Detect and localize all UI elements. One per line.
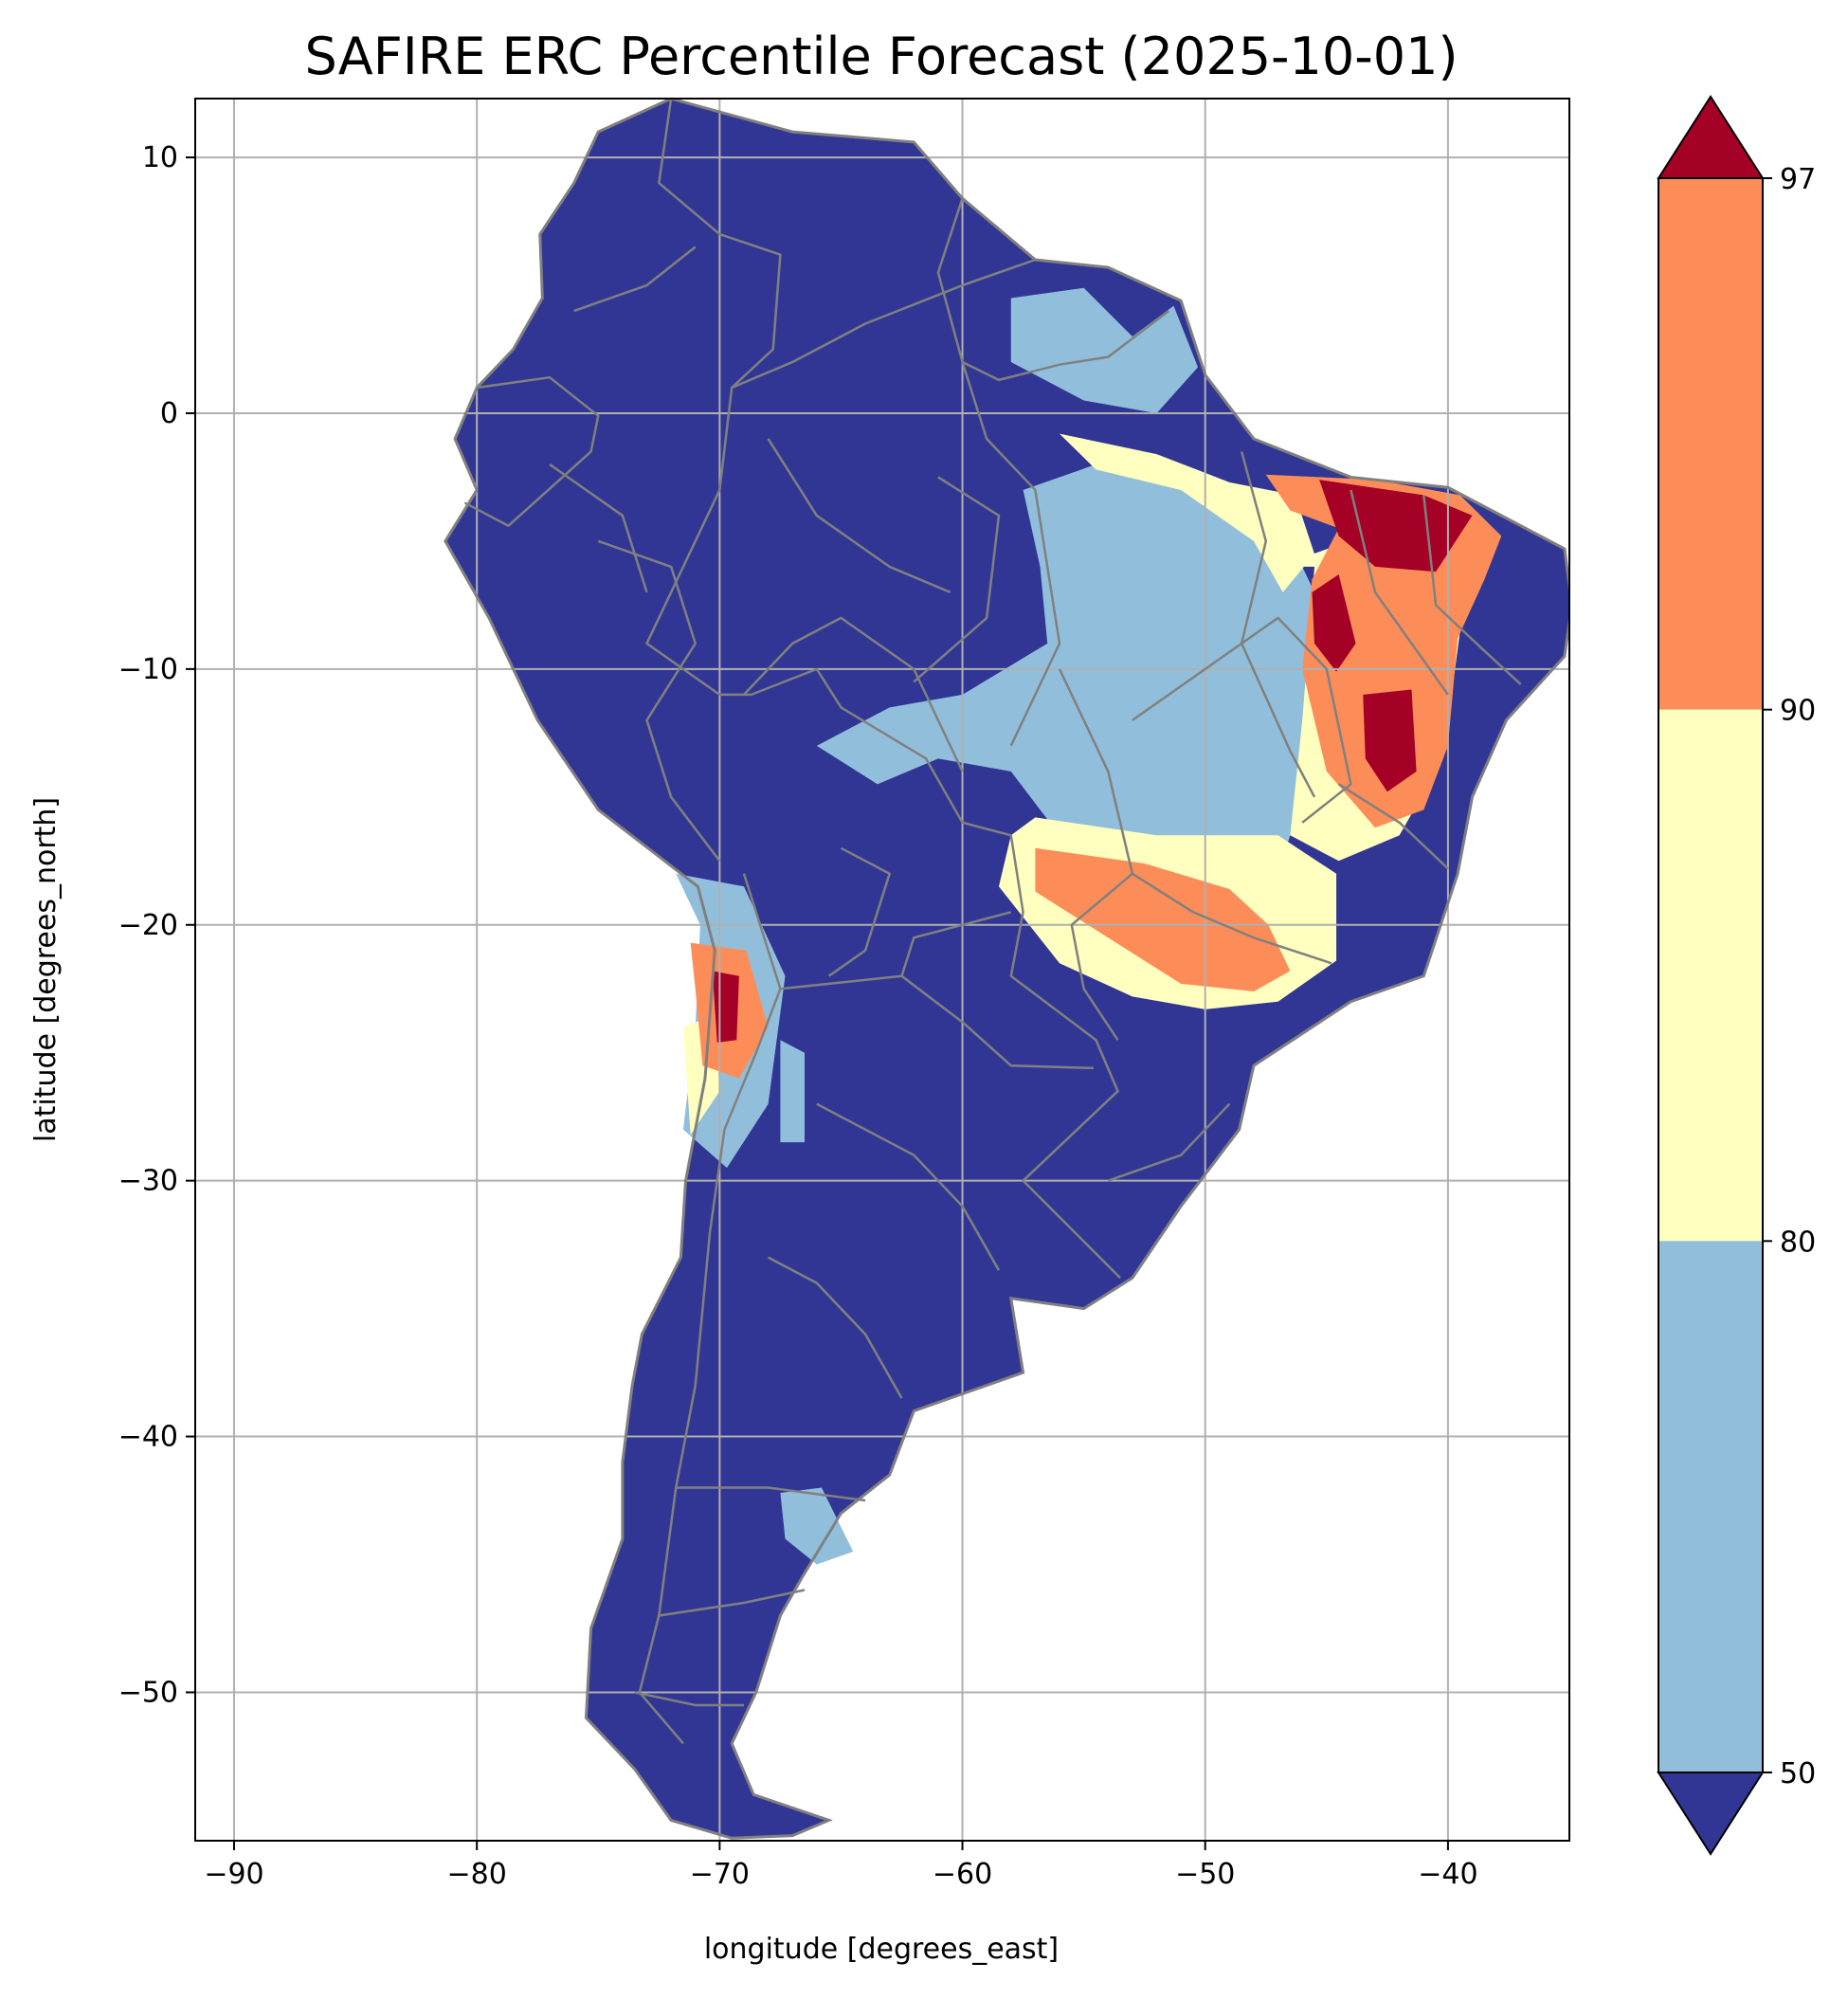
colorbar-segment-50-80 — [1658, 1241, 1763, 1772]
border-line-26 — [573, 245, 697, 313]
y-tick-label: −40 — [118, 1421, 178, 1454]
percentile-area-10 — [1363, 689, 1417, 792]
border-line-4 — [900, 974, 1094, 1070]
coastline — [444, 99, 1569, 1840]
border-line-5 — [463, 375, 600, 527]
percentile-area-4 — [1060, 433, 1315, 592]
border-line-22 — [659, 1589, 806, 1617]
colorbar-segment-80-90 — [1658, 709, 1763, 1242]
land-layer — [444, 99, 1569, 1839]
map-plot-area — [195, 99, 1569, 1841]
percentile-area-16 — [780, 1040, 806, 1143]
colorbar-extend-max — [1657, 95, 1765, 179]
x-axis-label: longitude [degrees_east] — [704, 1933, 1059, 1966]
y-tick-label: −10 — [118, 653, 178, 686]
border-line-27 — [549, 463, 648, 593]
x-tick-label: −70 — [690, 1858, 750, 1891]
plot-frame — [194, 98, 1570, 1842]
border-line-24 — [913, 476, 1001, 683]
border-line-7 — [936, 197, 1170, 382]
y-tick-label: −50 — [118, 1676, 178, 1709]
y-tick-label: −30 — [118, 1165, 178, 1198]
border-line-0 — [718, 258, 1036, 491]
colorbar-segment-90-97 — [1658, 178, 1763, 710]
border-line-14 — [1350, 489, 1449, 696]
border-line-21 — [676, 1486, 866, 1502]
border-line-8 — [1132, 616, 1352, 824]
border-line-17 — [597, 539, 721, 863]
border-line-20 — [768, 1256, 903, 1399]
y-axis-label: latitude [degrees_north] — [29, 797, 63, 1142]
border-line-9 — [1058, 668, 1332, 965]
colorbar-tick-label: 50 — [1780, 1757, 1816, 1790]
percentile-area-9 — [1312, 574, 1356, 672]
percentile-area-2 — [1010, 287, 1199, 413]
colorbar-frame — [1658, 177, 1764, 1773]
colorbar-tick-label: 80 — [1780, 1226, 1816, 1259]
colorbar-extend-min — [1657, 1772, 1765, 1856]
country-borders — [444, 99, 1569, 1840]
percentile-area-1 — [816, 451, 1315, 900]
y-axis-ticks: 10 0 −10 −20 −30 −40 −50 — [118, 141, 195, 1709]
y-tick-label: 10 — [142, 141, 178, 174]
x-tick-label: −60 — [933, 1858, 992, 1891]
colorbar-tick-label: 97 — [1780, 163, 1816, 196]
border-line-6 — [658, 99, 782, 389]
y-tick-label: −20 — [118, 909, 178, 942]
border-line-28 — [1107, 1102, 1231, 1182]
x-tick-label: −40 — [1418, 1858, 1477, 1891]
border-line-25 — [767, 438, 951, 594]
border-line-11 — [1240, 451, 1316, 798]
map-title: SAFIRE ERC Percentile Forecast (2025-10-… — [304, 27, 1458, 86]
border-line-12 — [743, 616, 964, 772]
border-line-18 — [827, 846, 891, 977]
x-tick-label: −50 — [1175, 1858, 1235, 1891]
border-line-19 — [816, 1102, 1001, 1271]
colorbar: 50 80 90 97 — [1657, 95, 1816, 1856]
border-line-15 — [1422, 495, 1522, 685]
x-tick-label: −80 — [447, 1858, 507, 1891]
border-line-23 — [634, 1691, 744, 1707]
colorbar-tick-label: 90 — [1780, 695, 1816, 728]
border-line-13 — [961, 361, 1061, 747]
border-line-10 — [1070, 872, 1133, 1041]
y-tick-label: 0 — [160, 397, 178, 430]
border-line-1 — [645, 489, 1121, 1280]
x-tick-label: −90 — [204, 1858, 263, 1891]
border-line-3 — [638, 988, 782, 1745]
gridlines — [195, 99, 1569, 1841]
x-axis-ticks: −90 −80 −70 −60 −50 −40 — [204, 1841, 1478, 1891]
percentile-area-6 — [1265, 474, 1502, 828]
percentile-area-8 — [1319, 480, 1473, 572]
percentile-area-15 — [780, 1487, 854, 1565]
border-line-16 — [1337, 783, 1449, 870]
percentile-area-7 — [1035, 847, 1291, 991]
